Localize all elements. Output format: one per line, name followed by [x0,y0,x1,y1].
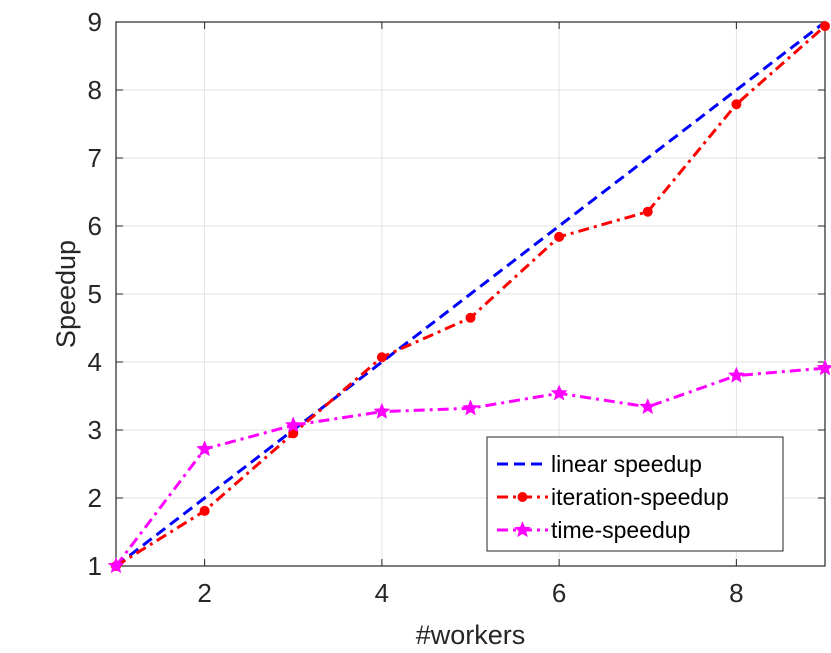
legend-marker [517,492,528,502]
data-point-iteration-speedup [731,99,742,110]
data-point-time-speedup [816,359,831,376]
x-tick-label: 8 [729,578,743,608]
legend-marker [514,521,531,538]
y-tick-label: 7 [88,143,102,173]
data-point-time-speedup [284,416,302,433]
data-point-time-speedup [373,402,391,419]
data-point-time-speedup [639,398,657,415]
y-tick-label: 5 [88,279,102,309]
y-tick-label: 6 [88,211,102,241]
data-point-time-speedup [196,440,214,457]
series-line-linear-speedup [115,20,826,568]
data-point-time-speedup [727,366,745,383]
y-axis-title: Speedup [51,240,81,348]
data-point-iteration-speedup [376,352,387,363]
legend-item-iteration-speedup: iteration-speedup [497,484,729,510]
y-tick-label: 8 [88,75,102,105]
x-axis-title: #workers [416,620,526,650]
y-tick-label: 4 [88,347,102,377]
y-tick-label: 2 [88,483,102,513]
x-tick-label: 6 [552,578,566,608]
x-tick-label: 4 [375,578,389,608]
data-point-iteration-speedup [554,231,565,242]
grid [116,22,825,566]
y-tick-label: 9 [88,7,102,37]
x-tick-label: 2 [197,578,211,608]
y-tick-label: 3 [88,415,102,445]
series-layer [107,20,831,574]
data-point-iteration-speedup [820,21,830,32]
legend-label: time-speedup [551,517,690,543]
axis-ticks: 2 4 6 8 1 2 3 4 5 6 7 8 9 [88,7,825,608]
data-point-time-speedup [550,384,568,401]
legend-box [486,436,784,552]
series-time-speedup [107,359,831,574]
data-point-iteration-speedup [199,505,210,516]
data-point-iteration-speedup [642,206,653,217]
data-point-time-speedup [107,557,125,574]
series-linear-speedup [115,20,826,568]
legend-label: linear speedup [551,451,702,477]
data-point-iteration-speedup [465,312,476,323]
legend-label: iteration-speedup [551,484,729,510]
data-point-time-speedup [462,399,479,416]
y-tick-label: 1 [88,551,102,581]
legend: linear speedup iteration-speedup time-spee… [486,436,784,552]
legend-item-linear-speedup: linear speedup [497,451,702,477]
legend-item-time-speedup: time-speedup [497,517,690,543]
